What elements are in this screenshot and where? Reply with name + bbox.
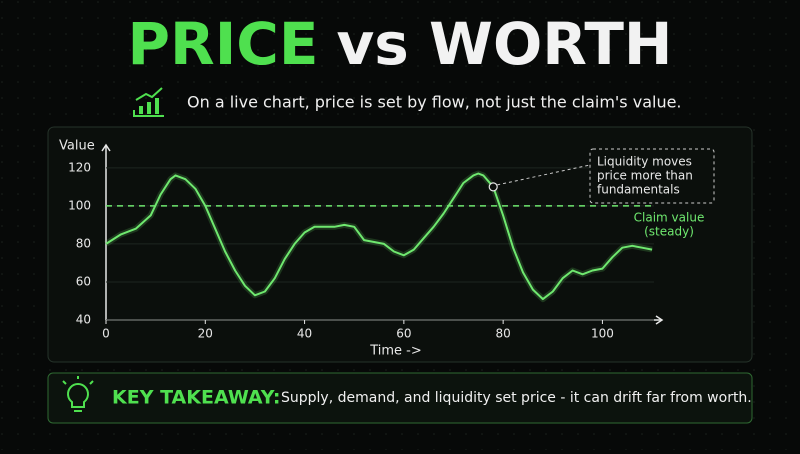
bulb-icon	[62, 376, 94, 412]
title-white: vs WORTH	[336, 10, 672, 78]
y-tick-label: 60	[76, 274, 91, 288]
chart: Value Time -> 40 60 80 100 120 0 20 40 60 80 100 Clai…	[59, 139, 715, 359]
price-line	[105, 172, 653, 301]
annotation-leader	[497, 164, 591, 186]
reference-label: Claim value	[634, 211, 705, 225]
y-tick-label: 80	[76, 236, 91, 250]
x-tick-label: 0	[102, 327, 110, 341]
annotation-text: Liquidity moves	[597, 155, 692, 169]
y-axis-label: Value	[59, 139, 95, 154]
x-tick-label: 100	[591, 327, 614, 341]
annotation-text: price more than	[597, 169, 693, 183]
x-tick-label: 40	[297, 327, 312, 341]
chart-icon	[133, 87, 164, 117]
y-axis-arrow	[101, 143, 111, 152]
x-tick-label: 60	[396, 327, 411, 341]
annotation-marker	[488, 182, 498, 192]
takeaway-box	[47, 372, 753, 424]
subtitle: On a live chart, price is set by flow, n…	[187, 93, 682, 112]
annotation-box	[589, 148, 715, 204]
y-tick-label: 100	[68, 198, 91, 212]
takeaway-text: Supply, demand, and liquidity set price …	[281, 390, 752, 406]
x-axis-arrow	[655, 315, 664, 325]
x-tick-label: 80	[496, 327, 511, 341]
title-green: PRICE	[128, 10, 319, 78]
reference-label: (steady)	[644, 225, 694, 239]
y-tick-label: 40	[76, 313, 91, 327]
takeaway-label: KEY TAKEAWAY:	[112, 387, 281, 409]
x-axis-label: Time ->	[369, 344, 422, 359]
y-tick-label: 120	[68, 160, 91, 174]
chart-panel	[47, 126, 753, 363]
annotation-text: fundamentals	[597, 183, 680, 197]
title: PRICE vs WORTH	[128, 10, 673, 78]
x-tick-label: 20	[198, 327, 213, 341]
